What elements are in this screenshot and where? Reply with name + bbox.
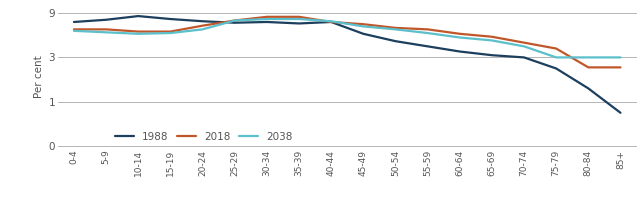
- 2038: [167, 32, 174, 34]
- 2018: [102, 28, 110, 31]
- 2038: [70, 30, 78, 32]
- 2038: [327, 20, 335, 22]
- 2018: [456, 32, 464, 35]
- 1988: [520, 56, 528, 59]
- Y-axis label: Per cent: Per cent: [34, 55, 44, 98]
- 2038: [263, 18, 271, 20]
- 1988: [167, 18, 174, 20]
- 2018: [520, 41, 528, 44]
- 2038: [295, 18, 303, 20]
- 2018: [134, 30, 142, 33]
- 1988: [617, 111, 624, 114]
- 2038: [552, 56, 560, 59]
- 2018: [552, 47, 560, 50]
- 2018: [327, 21, 335, 23]
- 2018: [70, 28, 78, 31]
- 1988: [359, 32, 367, 35]
- Line: 2038: 2038: [74, 19, 620, 57]
- 1988: [552, 67, 560, 70]
- 2018: [231, 19, 239, 22]
- Line: 2018: 2018: [74, 17, 620, 67]
- 1988: [102, 19, 110, 21]
- 1988: [424, 45, 431, 48]
- 1988: [134, 15, 142, 17]
- 2038: [424, 32, 431, 34]
- 2018: [263, 16, 271, 18]
- 2038: [231, 19, 239, 22]
- 2018: [359, 23, 367, 25]
- 2038: [359, 25, 367, 28]
- 1988: [199, 20, 206, 22]
- 2018: [424, 28, 431, 31]
- 1988: [295, 22, 303, 25]
- 2038: [392, 28, 399, 31]
- 2018: [617, 66, 624, 69]
- 2018: [167, 30, 174, 33]
- 1988: [456, 50, 464, 53]
- 2018: [295, 16, 303, 18]
- 1988: [488, 54, 496, 57]
- 2038: [617, 56, 624, 59]
- 2038: [520, 45, 528, 48]
- 1988: [231, 21, 239, 24]
- 1988: [327, 21, 335, 23]
- Legend: 1988, 2018, 2038: 1988, 2018, 2038: [115, 132, 293, 142]
- 1988: [584, 87, 592, 90]
- 2038: [456, 36, 464, 39]
- Line: 1988: 1988: [74, 16, 620, 113]
- 2038: [488, 39, 496, 42]
- 2038: [199, 28, 206, 31]
- 2038: [584, 56, 592, 59]
- 2038: [134, 32, 142, 35]
- 2018: [199, 24, 206, 27]
- 1988: [263, 21, 271, 23]
- 2018: [488, 35, 496, 38]
- 2018: [584, 66, 592, 69]
- 1988: [392, 40, 399, 43]
- 2038: [102, 31, 110, 34]
- 1988: [70, 21, 78, 23]
- 2018: [392, 27, 399, 29]
